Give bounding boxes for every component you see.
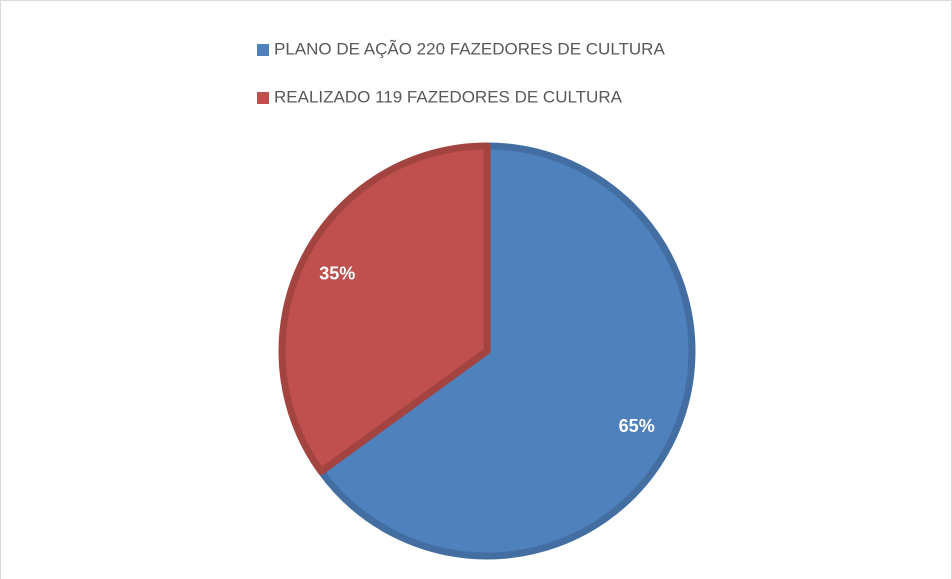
legend-swatch bbox=[257, 92, 269, 104]
data-label: 35% bbox=[319, 263, 355, 283]
pie-slice bbox=[278, 142, 491, 475]
legend-swatch bbox=[257, 44, 269, 56]
pie-slice bbox=[317, 142, 696, 560]
legend-label: REALIZADO 119 FAZEDORES DE CULTURA bbox=[274, 87, 623, 106]
legend-label: PLANO DE AÇÃO 220 FAZEDORES DE CULTURA bbox=[274, 39, 665, 58]
data-label: 65% bbox=[619, 416, 655, 436]
